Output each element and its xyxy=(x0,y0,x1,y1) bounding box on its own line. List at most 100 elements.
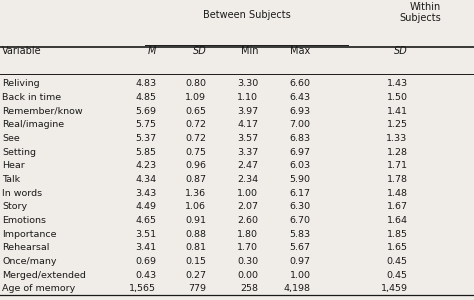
Text: 0.72: 0.72 xyxy=(185,134,206,143)
Text: 5.37: 5.37 xyxy=(135,134,156,143)
Text: Rehearsal: Rehearsal xyxy=(2,243,50,252)
Text: 7.00: 7.00 xyxy=(290,120,310,129)
Text: Real/imagine: Real/imagine xyxy=(2,120,64,129)
Text: 4.83: 4.83 xyxy=(135,80,156,88)
Text: Within
Subjects: Within Subjects xyxy=(399,2,441,23)
Text: 1.85: 1.85 xyxy=(387,230,408,239)
Text: Age of memory: Age of memory xyxy=(2,284,76,293)
Text: 5.83: 5.83 xyxy=(289,230,310,239)
Text: 1.09: 1.09 xyxy=(185,93,206,102)
Text: 0.45: 0.45 xyxy=(387,257,408,266)
Text: 6.30: 6.30 xyxy=(289,202,310,211)
Text: 258: 258 xyxy=(240,284,258,293)
Text: 0.15: 0.15 xyxy=(185,257,206,266)
Text: Back in time: Back in time xyxy=(2,93,62,102)
Text: 6.17: 6.17 xyxy=(290,189,310,198)
Text: 3.57: 3.57 xyxy=(237,134,258,143)
Text: 1.71: 1.71 xyxy=(387,161,408,170)
Text: Story: Story xyxy=(2,202,27,211)
Text: 4.17: 4.17 xyxy=(237,120,258,129)
Text: SD: SD xyxy=(394,46,408,56)
Text: 0.00: 0.00 xyxy=(237,271,258,280)
Text: 6.83: 6.83 xyxy=(289,134,310,143)
Text: 5.85: 5.85 xyxy=(136,148,156,157)
Text: 6.97: 6.97 xyxy=(290,148,310,157)
Text: 4.34: 4.34 xyxy=(135,175,156,184)
Text: 1.70: 1.70 xyxy=(237,243,258,252)
Text: 1.00: 1.00 xyxy=(237,189,258,198)
Text: 0.96: 0.96 xyxy=(185,161,206,170)
Text: 0.75: 0.75 xyxy=(185,148,206,157)
Text: 0.80: 0.80 xyxy=(185,80,206,88)
Text: 1.67: 1.67 xyxy=(387,202,408,211)
Text: 4.49: 4.49 xyxy=(136,202,156,211)
Text: 3.97: 3.97 xyxy=(237,107,258,116)
Text: 6.60: 6.60 xyxy=(290,80,310,88)
Text: 0.65: 0.65 xyxy=(185,107,206,116)
Text: 1.80: 1.80 xyxy=(237,230,258,239)
Text: 0.91: 0.91 xyxy=(185,216,206,225)
Text: 0.45: 0.45 xyxy=(387,271,408,280)
Text: 2.34: 2.34 xyxy=(237,175,258,184)
Text: 5.75: 5.75 xyxy=(136,120,156,129)
Text: 1.25: 1.25 xyxy=(387,120,408,129)
Text: 1.48: 1.48 xyxy=(387,189,408,198)
Text: 6.43: 6.43 xyxy=(289,93,310,102)
Text: 1,459: 1,459 xyxy=(381,284,408,293)
Text: 0.88: 0.88 xyxy=(185,230,206,239)
Text: 0.72: 0.72 xyxy=(185,120,206,129)
Text: 3.41: 3.41 xyxy=(135,243,156,252)
Text: 1.65: 1.65 xyxy=(387,243,408,252)
Text: 2.07: 2.07 xyxy=(237,202,258,211)
Text: 0.43: 0.43 xyxy=(135,271,156,280)
Text: Hear: Hear xyxy=(2,161,25,170)
Text: Talk: Talk xyxy=(2,175,20,184)
Text: 1.64: 1.64 xyxy=(387,216,408,225)
Text: Once/many: Once/many xyxy=(2,257,57,266)
Text: Between Subjects: Between Subjects xyxy=(202,11,291,20)
Text: 1.28: 1.28 xyxy=(387,148,408,157)
Text: Emotions: Emotions xyxy=(2,216,46,225)
Text: 3.51: 3.51 xyxy=(135,230,156,239)
Text: 2.60: 2.60 xyxy=(237,216,258,225)
Text: 779: 779 xyxy=(188,284,206,293)
Text: In words: In words xyxy=(2,189,43,198)
Text: 1.06: 1.06 xyxy=(185,202,206,211)
Text: 3.30: 3.30 xyxy=(237,80,258,88)
Text: 4.85: 4.85 xyxy=(136,93,156,102)
Text: 0.97: 0.97 xyxy=(290,257,310,266)
Text: Variable: Variable xyxy=(2,46,42,56)
Text: 2.47: 2.47 xyxy=(237,161,258,170)
Text: SD: SD xyxy=(192,46,206,56)
Text: 5.67: 5.67 xyxy=(290,243,310,252)
Text: 6.70: 6.70 xyxy=(290,216,310,225)
Text: 0.87: 0.87 xyxy=(185,175,206,184)
Text: 1.10: 1.10 xyxy=(237,93,258,102)
Text: 5.69: 5.69 xyxy=(136,107,156,116)
Text: See: See xyxy=(2,134,20,143)
Text: 0.27: 0.27 xyxy=(185,271,206,280)
Text: 0.81: 0.81 xyxy=(185,243,206,252)
Text: 0.30: 0.30 xyxy=(237,257,258,266)
Text: 4.23: 4.23 xyxy=(135,161,156,170)
Text: Importance: Importance xyxy=(2,230,57,239)
Text: 6.03: 6.03 xyxy=(289,161,310,170)
Text: 1.33: 1.33 xyxy=(386,134,408,143)
Text: 0.69: 0.69 xyxy=(136,257,156,266)
Text: Reliving: Reliving xyxy=(2,80,40,88)
Text: 1.36: 1.36 xyxy=(185,189,206,198)
Text: 1.50: 1.50 xyxy=(387,93,408,102)
Text: 5.90: 5.90 xyxy=(290,175,310,184)
Text: 1.78: 1.78 xyxy=(387,175,408,184)
Text: Max: Max xyxy=(290,46,310,56)
Text: 1,565: 1,565 xyxy=(129,284,156,293)
Text: Remember/know: Remember/know xyxy=(2,107,83,116)
Text: 4.65: 4.65 xyxy=(136,216,156,225)
Text: 1.00: 1.00 xyxy=(290,271,310,280)
Text: 4,198: 4,198 xyxy=(283,284,310,293)
Text: 6.93: 6.93 xyxy=(289,107,310,116)
Text: 1.41: 1.41 xyxy=(387,107,408,116)
Text: 1.43: 1.43 xyxy=(386,80,408,88)
Text: Setting: Setting xyxy=(2,148,36,157)
Text: Merged/extended: Merged/extended xyxy=(2,271,86,280)
